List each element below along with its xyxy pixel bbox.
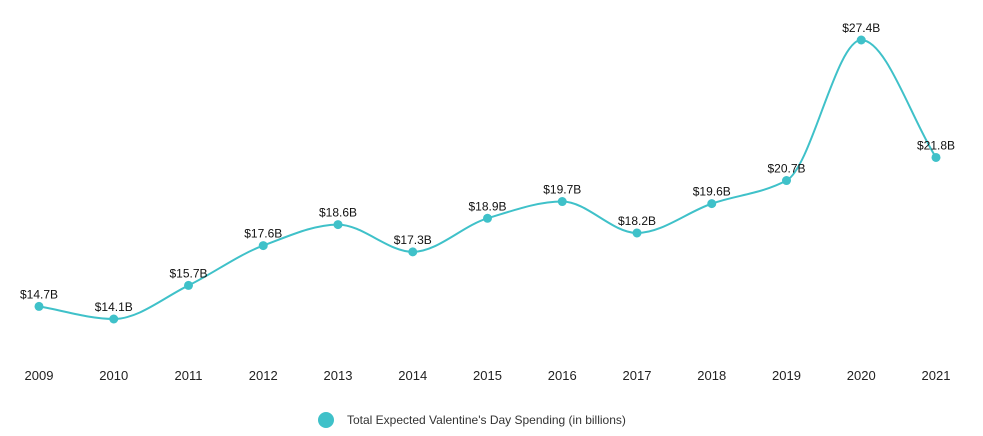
x-tick-label-2012: 2012 (249, 368, 278, 383)
data-label-2009: $14.7B (20, 287, 58, 301)
data-label-2017: $18.2B (618, 214, 656, 228)
data-point-2009[interactable] (34, 301, 44, 311)
data-label-2014: $17.3B (394, 233, 432, 247)
x-tick-label-2017: 2017 (623, 368, 652, 383)
data-point-2015[interactable] (483, 213, 492, 223)
legend-label[interactable]: Total Expected Valentine's Day Spending … (347, 413, 626, 427)
x-tick-label-2018: 2018 (697, 368, 726, 383)
data-point-2017[interactable] (632, 228, 642, 238)
data-point-2014[interactable] (408, 247, 418, 257)
data-point-2016[interactable] (557, 197, 567, 207)
data-label-2019: $20.7B (767, 162, 805, 176)
legend[interactable]: Total Expected Valentine's Day Spending … (318, 412, 626, 428)
data-point-2021[interactable] (931, 152, 941, 162)
data-label-2016: $19.7B (543, 183, 581, 197)
points-layer (34, 35, 941, 324)
data-labels-layer: $14.7B $14.1B $15.7B $17.6B $18.6B $17.3B $18.… (20, 21, 955, 314)
data-point-2018[interactable] (707, 199, 717, 209)
x-tick-label-2011: 2011 (175, 368, 203, 383)
x-tick-label-2019: 2019 (772, 368, 801, 383)
data-point-2020[interactable] (856, 35, 866, 45)
x-tick-label-2021: 2021 (922, 368, 951, 383)
data-label-2020: $27.4B (842, 21, 880, 35)
data-label-2013: $18.6B (319, 206, 357, 220)
data-point-2012[interactable] (258, 241, 268, 251)
x-tick-label-2009: 2009 (25, 368, 54, 383)
data-label-2010: $14.1B (95, 300, 133, 314)
x-tick-label-2013: 2013 (324, 368, 353, 383)
data-point-2011[interactable] (184, 280, 193, 290)
x-tick-label-2015: 2015 (473, 368, 502, 383)
data-label-2018: $19.6B (693, 185, 731, 199)
data-point-2010[interactable] (109, 314, 119, 324)
data-label-2021: $21.8B (917, 138, 955, 152)
legend-marker[interactable] (318, 412, 334, 428)
x-tick-label-2016: 2016 (548, 368, 577, 383)
data-label-2011: $15.7B (169, 266, 207, 280)
x-axis: 2009 2010 2011 2012 2013 2014 2015 2016 2017 2018… (25, 368, 951, 383)
data-label-2015: $18.9B (468, 199, 506, 213)
x-tick-label-2010: 2010 (99, 368, 128, 383)
data-point-2019[interactable] (782, 176, 791, 186)
data-point-2013[interactable] (333, 220, 343, 230)
x-tick-label-2014: 2014 (398, 368, 427, 383)
data-label-2012: $17.6B (244, 227, 282, 241)
x-tick-label-2020: 2020 (847, 368, 876, 383)
